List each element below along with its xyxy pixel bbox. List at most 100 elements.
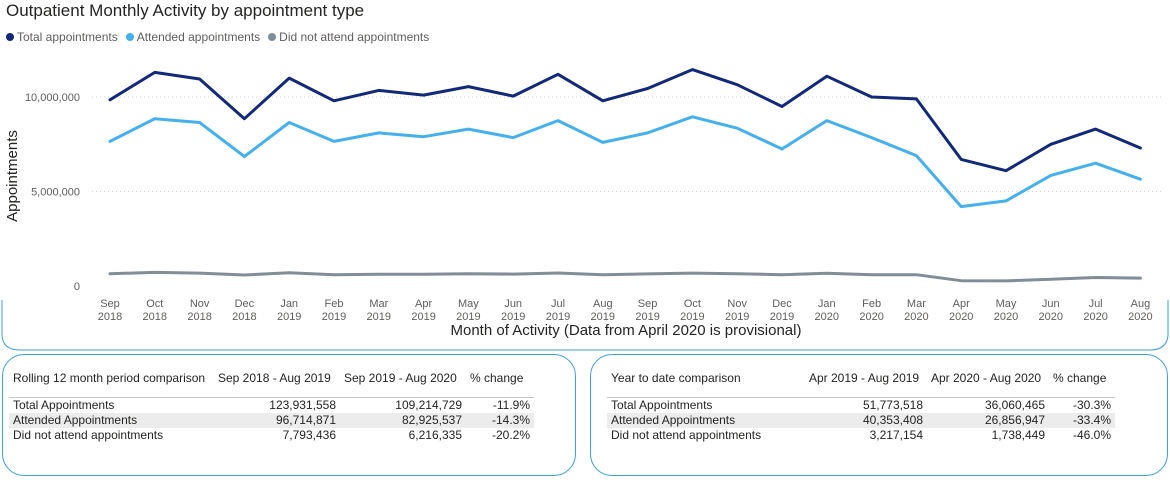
x-tick-label-month: Feb [862,298,881,310]
rolling-comparison-panel: Rolling 12 month period comparison Sep 2… [2,354,576,476]
row-value: 6,216,335 [408,427,462,442]
rolling-header-metric: Rolling 12 month period comparison [13,371,206,385]
row-value: 40,353,408 [805,412,927,428]
x-tick-label-month: May [458,298,479,310]
rolling-header-period-2: Sep 2019 - Aug 2020 [344,371,457,385]
series-line-dna[interactable] [108,270,1142,283]
x-tick-label-year: 2020 [949,311,973,323]
legend-label-dna: Did not attend appointments [279,30,430,44]
x-tick-label-month: Jun [1042,298,1060,310]
row-value: 96,714,871 [214,412,340,428]
table-row: Attended Appointments 40,353,408 26,856,… [607,412,1115,428]
legend-marker-attended [125,33,134,41]
legend-label-attended: Attended appointments [136,30,261,44]
x-tick-label-year: 2020 [1128,311,1152,323]
x-tick-label-year: 2020 [859,311,883,323]
x-tick-label-year: 2019 [367,311,391,323]
x-tick-label-month: Jul [1089,298,1103,310]
x-tick-label-month: Aug [1131,298,1151,310]
ytd-comparison-panel: Year to date comparison Apr 2019 - Aug 2… [590,354,1168,476]
row-label: Attended Appointments [9,412,214,428]
x-tick-label-year: 2019 [277,311,301,323]
row-change: -46.0% [1072,427,1111,442]
x-tick-label-year: 2019 [680,311,704,323]
series-line-attended[interactable] [108,115,1142,209]
ytd-comparison-table: Year to date comparison Apr 2019 - Aug 2… [607,371,1115,443]
legend-item-attended[interactable]: Attended appointments [125,30,261,44]
row-value: 123,931,558 [214,396,340,413]
row-value: 36,060,465 [927,396,1049,413]
row-value: 7,793,436 [282,427,336,442]
x-tick-label-year: 2018 [232,311,256,323]
row-change: -30.3% [1049,396,1115,413]
x-tick-label-year: 2019 [725,311,749,323]
row-change: -14.3% [466,412,534,428]
x-tick-label-month: Dec [235,298,255,310]
table-row: Did not attend appointments 3,217,154 1,… [607,428,1115,443]
table-header-row: Rolling 12 month period comparison Sep 2… [9,371,534,397]
row-label: Total Appointments [607,396,805,413]
legend-marker-dna [268,33,277,41]
x-tick-label-month: Apr [415,298,432,310]
row-label: Did not attend appointments [13,427,164,442]
x-tick-label-year: 2019 [411,311,435,323]
x-tick-label-month: Sep [638,298,658,310]
x-tick-label-month: Jun [504,298,522,310]
row-label: Attended Appointments [607,412,805,428]
row-value: 51,773,518 [805,396,927,413]
x-tick-label-year: 2018 [187,311,211,323]
y-tick-label: 5,000,000 [31,187,80,199]
x-tick-label-year: 2019 [546,311,570,323]
legend-label-total: Total appointments [17,30,118,44]
x-tick-label-year: 2020 [1083,311,1107,323]
row-label: Did not attend appointments [611,427,762,442]
row-value: 82,925,537 [340,412,466,428]
x-tick-label-month: Jan [818,298,836,310]
series-line-total[interactable] [108,68,1142,173]
x-tick-label-month: Mar [907,298,926,310]
rolling-comparison-table: Rolling 12 month period comparison Sep 2… [9,371,534,443]
table-row: Attended Appointments 96,714,871 82,925,… [9,412,534,428]
chart-legend: Total appointments Attended appointments… [6,30,437,44]
x-tick-label-month: Oct [684,298,701,310]
row-value: 26,856,947 [927,412,1049,428]
ytd-header-change: % change [1053,371,1107,385]
x-tick-label-year: 2019 [456,311,480,323]
x-tick-label-year: 2019 [635,311,659,323]
x-tick-label-month: May [996,298,1017,310]
ytd-header-metric: Year to date comparison [611,371,741,385]
x-tick-label-month: Dec [772,298,792,310]
x-tick-label-month: Oct [146,298,163,310]
y-axis-ticks: 0 5,000,000 10,000,000 [25,92,80,293]
x-tick-label-year: 2018 [98,311,122,323]
x-tick-label-year: 2019 [591,311,615,323]
x-tick-label-year: 2020 [1039,311,1063,323]
legend-item-dna[interactable]: Did not attend appointments [268,30,429,44]
x-tick-label-year: 2019 [501,311,525,323]
rolling-header-change: % change [470,371,524,385]
x-tick-label-month: Aug [593,298,613,310]
y-tick-label: 0 [74,281,80,293]
chart-title: Outpatient Monthly Activity by appointme… [6,1,365,20]
y-tick-label: 10,000,000 [25,92,80,104]
row-value: 3,217,154 [869,427,923,442]
x-axis-title: Month of Activity (Data from April 2020 … [451,322,802,339]
x-tick-label-month: Feb [325,298,344,310]
chart-frame [1,300,1169,351]
x-tick-label-year: 2020 [904,311,928,323]
x-tick-label-month: Mar [369,298,388,310]
series-lines [108,68,1142,283]
row-change: -11.9% [466,396,534,413]
row-value: 109,214,729 [340,396,466,413]
legend-item-total[interactable]: Total appointments [6,30,118,44]
table-row: Total Appointments 51,773,518 36,060,465… [607,396,1115,413]
x-tick-label-year: 2020 [815,311,839,323]
x-tick-label-year: 2018 [143,311,167,323]
x-axis-ticks: Sep2018Oct2018Nov2018Dec2018Jan2019Feb20… [98,298,1153,323]
row-change: -33.4% [1049,412,1115,428]
ytd-header-period-2: Apr 2020 - Aug 2020 [931,371,1042,385]
x-tick-label-year: 2019 [322,311,346,323]
legend-marker-total [6,33,14,41]
table-row: Total Appointments 123,931,558 109,214,7… [9,396,534,413]
